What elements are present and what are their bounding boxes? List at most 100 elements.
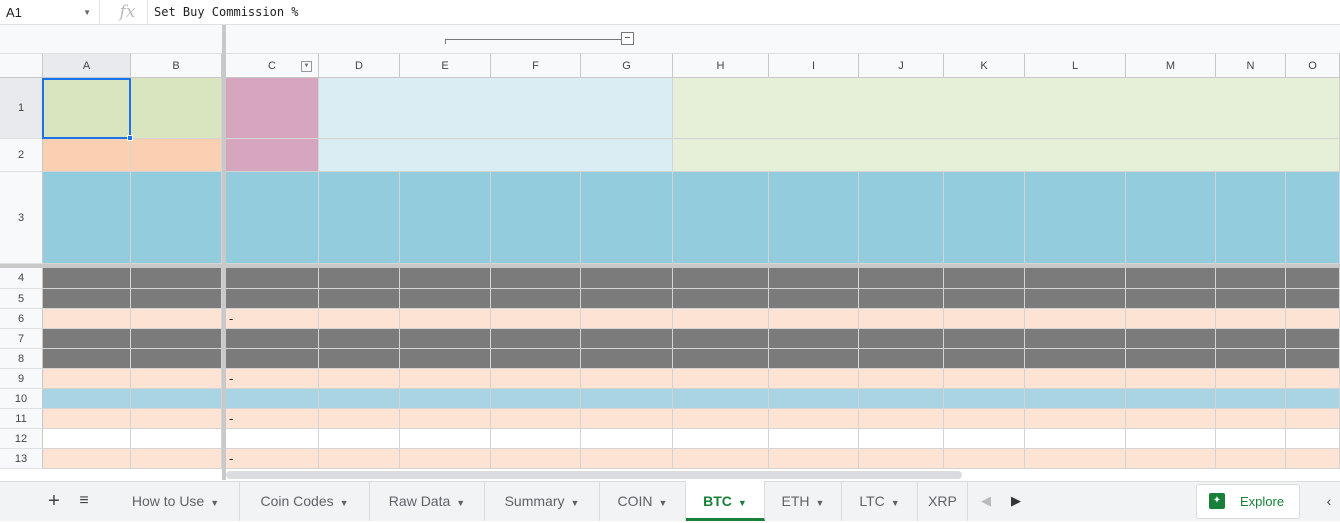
- total-sold-cell[interactable]: [1286, 289, 1340, 309]
- date-cell[interactable]: [131, 349, 222, 369]
- column-header-n[interactable]: N: [1216, 53, 1286, 78]
- row-header-2[interactable]: 2: [0, 139, 43, 172]
- proceeds-sale-cell[interactable]: [944, 289, 1025, 309]
- date-cell[interactable]: [131, 449, 222, 469]
- row-header-4[interactable]: 4: [0, 268, 43, 289]
- total-proceeds-cell[interactable]: [1126, 389, 1216, 409]
- btc-sold-cell[interactable]: [769, 289, 859, 309]
- traded-qty-cell[interactable]: [226, 329, 319, 349]
- traded-qty-cell[interactable]: [226, 289, 319, 309]
- cost-bought-cell[interactable]: [859, 289, 944, 309]
- variable-commission-cell[interactable]: [400, 409, 491, 429]
- column-header-h[interactable]: H: [673, 53, 769, 78]
- fixed-commission-cell[interactable]: [491, 389, 581, 409]
- cost-bought-cell[interactable]: [859, 349, 944, 369]
- effective-price-cell[interactable]: [581, 268, 673, 289]
- date-cell[interactable]: [131, 329, 222, 349]
- effective-price-cell[interactable]: [581, 309, 673, 329]
- cost-bought-cell[interactable]: [859, 329, 944, 349]
- btc-bought-cell[interactable]: [673, 349, 769, 369]
- fixed-commission-cell[interactable]: [491, 349, 581, 369]
- proceeds-sale-cell[interactable]: [944, 268, 1025, 289]
- tab-scroll-right-icon[interactable]: ▶: [1011, 493, 1021, 508]
- caret-down-icon[interactable]: ▼: [737, 498, 747, 508]
- cost-bought-cell[interactable]: [859, 309, 944, 329]
- date-cell[interactable]: [131, 268, 222, 289]
- total-proceeds-cell[interactable]: [1126, 309, 1216, 329]
- effective-price-cell[interactable]: [581, 289, 673, 309]
- date-cell[interactable]: [131, 369, 222, 389]
- proceeds-sale-cell[interactable]: [944, 449, 1025, 469]
- transaction-type-cell[interactable]: [43, 369, 131, 389]
- total-cost-cell[interactable]: [1025, 369, 1126, 389]
- total-cost-cell[interactable]: [1025, 268, 1126, 289]
- formula-input[interactable]: Set Buy Commission %: [154, 5, 299, 19]
- collapse-group-button[interactable]: −: [621, 32, 634, 45]
- caret-down-icon[interactable]: ▼: [570, 498, 580, 508]
- traded-qty-cell[interactable]: [226, 389, 319, 409]
- btc-sold-cell[interactable]: [769, 449, 859, 469]
- column-header-g[interactable]: G: [581, 53, 673, 78]
- proceeds-sale-cell[interactable]: [944, 369, 1025, 389]
- column-header-c[interactable]: C ▼: [226, 53, 319, 78]
- transaction-type-cell[interactable]: [43, 429, 131, 449]
- total-proceeds-cell[interactable]: [1126, 349, 1216, 369]
- column-header-m[interactable]: M: [1126, 53, 1216, 78]
- total-cost-cell[interactable]: [1025, 349, 1126, 369]
- traded-qty-cell[interactable]: [226, 369, 319, 389]
- variable-commission-cell[interactable]: [400, 449, 491, 469]
- btc-bought-cell[interactable]: [673, 268, 769, 289]
- row-header-7[interactable]: 7: [0, 329, 43, 349]
- row-header-8[interactable]: 8: [0, 349, 43, 369]
- date-cell[interactable]: [131, 289, 222, 309]
- fixed-commission-cell[interactable]: [491, 429, 581, 449]
- column-header-l[interactable]: L: [1025, 53, 1126, 78]
- row-header-9[interactable]: 9: [0, 369, 43, 389]
- total-bought-cell[interactable]: [1216, 309, 1286, 329]
- select-all-corner[interactable]: [0, 53, 43, 78]
- total-bought-cell[interactable]: [1216, 268, 1286, 289]
- btc-sold-cell[interactable]: [769, 429, 859, 449]
- total-sold-cell[interactable]: [1286, 268, 1340, 289]
- date-cell[interactable]: [131, 409, 222, 429]
- btc-sold-cell[interactable]: [769, 369, 859, 389]
- coin-code-input[interactable]: [226, 139, 319, 172]
- transaction-type-cell[interactable]: [43, 389, 131, 409]
- horizontal-scrollbar[interactable]: [226, 471, 962, 479]
- caret-down-icon[interactable]: ▼: [339, 498, 349, 508]
- total-cost-cell[interactable]: [1025, 429, 1126, 449]
- transaction-type-cell[interactable]: [43, 409, 131, 429]
- traded-qty-cell[interactable]: [226, 309, 319, 329]
- btc-bought-cell[interactable]: [673, 449, 769, 469]
- price-cell[interactable]: [319, 349, 400, 369]
- date-cell[interactable]: [131, 389, 222, 409]
- fixed-commission-cell[interactable]: [491, 369, 581, 389]
- price-cell[interactable]: [319, 289, 400, 309]
- total-bought-cell[interactable]: [1216, 349, 1286, 369]
- effective-price-cell[interactable]: [581, 429, 673, 449]
- traded-qty-cell[interactable]: [226, 268, 319, 289]
- proceeds-sale-cell[interactable]: [944, 429, 1025, 449]
- total-bought-cell[interactable]: [1216, 289, 1286, 309]
- variable-commission-cell[interactable]: [400, 349, 491, 369]
- price-cell[interactable]: [319, 309, 400, 329]
- fixed-commission-cell[interactable]: [491, 329, 581, 349]
- row-header-13[interactable]: 13: [0, 449, 43, 469]
- filter-icon[interactable]: ▼: [301, 61, 312, 72]
- transaction-type-cell[interactable]: [43, 309, 131, 329]
- btc-bought-cell[interactable]: [673, 309, 769, 329]
- proceeds-sale-cell[interactable]: [944, 389, 1025, 409]
- fixed-commission-cell[interactable]: [491, 289, 581, 309]
- all-sheets-icon[interactable]: ≡: [79, 492, 89, 509]
- fixed-commission-cell[interactable]: [491, 409, 581, 429]
- tab-how-to-use[interactable]: How to Use ▼: [112, 481, 240, 521]
- add-sheet-icon[interactable]: +: [48, 490, 60, 512]
- column-header-o[interactable]: O: [1286, 53, 1340, 78]
- effective-price-cell[interactable]: [581, 409, 673, 429]
- total-bought-cell[interactable]: [1216, 369, 1286, 389]
- tab-ltc[interactable]: LTC ▼: [842, 481, 918, 521]
- cost-bought-cell[interactable]: [859, 369, 944, 389]
- cost-bought-cell[interactable]: [859, 389, 944, 409]
- btc-bought-cell[interactable]: [673, 389, 769, 409]
- traded-qty-cell[interactable]: [226, 349, 319, 369]
